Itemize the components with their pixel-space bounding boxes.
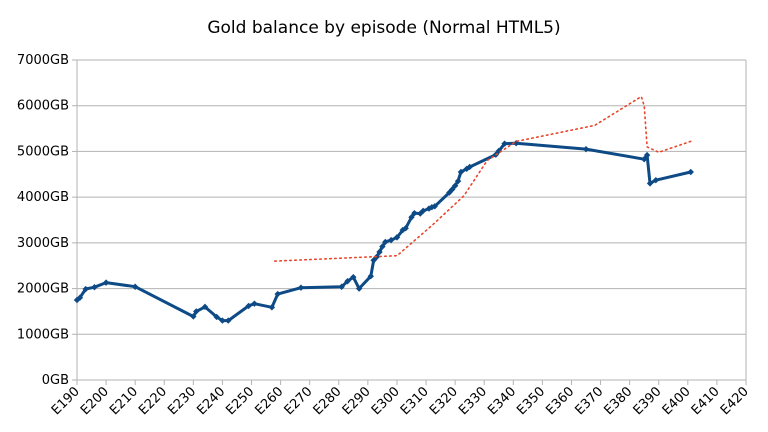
data-point [338, 283, 345, 290]
x-tick-label: E300 [369, 384, 403, 418]
y-tick-label: 6000GB [17, 99, 69, 114]
x-tick-label: E260 [252, 384, 286, 418]
x-tick-label: E370 [572, 384, 606, 418]
x-tick-label: E210 [107, 384, 141, 418]
data-point [102, 279, 110, 286]
data-point [451, 182, 459, 189]
data-point [419, 207, 427, 215]
data-point [297, 284, 305, 291]
data-point [652, 177, 660, 184]
x-tick-label: E320 [427, 384, 461, 418]
data-point [91, 284, 98, 291]
data-point [582, 145, 590, 153]
data-point [408, 214, 415, 221]
data-point [131, 283, 139, 290]
data-point [190, 313, 197, 320]
x-tick-label: E240 [194, 384, 228, 418]
x-axis: E190E200E210E220E230E240E250E260E270E280… [49, 380, 752, 418]
data-point [393, 234, 401, 241]
data-point [76, 294, 84, 301]
x-tick-label: E360 [543, 384, 577, 418]
data-point [457, 168, 465, 176]
data-point [367, 273, 374, 280]
data-point [411, 209, 418, 217]
y-axis: 0GB 1000GB 2000GB 3000GB 4000GB 5000GB 6000GB 7… [17, 53, 77, 388]
x-tick-label: E330 [456, 384, 490, 418]
data-point [251, 300, 258, 307]
y-tick-label: 0GB [42, 373, 69, 388]
data-point [687, 168, 694, 176]
data-point [382, 238, 389, 246]
chart-title: Gold balance by episode (Normal HTML5) [207, 18, 560, 38]
data-point [274, 290, 281, 298]
x-tick-label: E290 [340, 384, 374, 418]
data-point [431, 203, 438, 210]
x-tick-label: E230 [165, 384, 199, 418]
y-tick-label: 7000GB [17, 53, 69, 68]
data-point [344, 278, 351, 285]
data-point [268, 304, 276, 311]
x-tick-label: E350 [514, 384, 548, 418]
data-point [643, 151, 651, 159]
data-point [193, 308, 200, 315]
y-tick-label: 1000GB [17, 327, 69, 342]
x-tick-label: E410 [689, 384, 723, 418]
x-tick-label: E420 [718, 384, 752, 418]
data-point [387, 236, 395, 244]
x-tick-label: E380 [602, 384, 636, 418]
x-tick-label: E400 [660, 384, 694, 418]
x-tick-label: E220 [136, 384, 170, 418]
x-tick-label: E310 [398, 384, 432, 418]
x-tick-label: E280 [311, 384, 345, 418]
trend-line [273, 95, 692, 262]
x-tick-label: E250 [223, 384, 257, 418]
data-point [466, 163, 473, 171]
y-tick-label: 4000GB [17, 190, 69, 205]
data-point [225, 317, 232, 324]
data-point [402, 225, 409, 232]
x-tick-label: E390 [631, 384, 665, 418]
data-point [640, 156, 648, 163]
x-tick-label: E190 [49, 384, 83, 418]
x-tick-label: E340 [485, 384, 519, 418]
data-point [350, 273, 357, 281]
data-point [379, 243, 386, 250]
data-point [245, 302, 252, 310]
data-point [355, 285, 363, 292]
data-point [454, 177, 462, 185]
plot-area [73, 95, 694, 324]
series-line [76, 141, 692, 323]
y-tick-label: 3000GB [17, 236, 69, 251]
data-point [82, 285, 89, 293]
y-tick-label: 2000GB [17, 282, 69, 297]
data-point [449, 186, 456, 193]
data-point [376, 248, 383, 256]
gridlines [76, 59, 747, 381]
data-point [219, 317, 226, 324]
data-point [646, 180, 654, 187]
data-point [501, 140, 508, 147]
x-tick-label: E270 [282, 384, 316, 418]
data-point [213, 313, 220, 321]
y-tick-label: 5000GB [17, 144, 69, 159]
data-point [201, 303, 209, 311]
x-tick-label: E200 [78, 384, 112, 418]
